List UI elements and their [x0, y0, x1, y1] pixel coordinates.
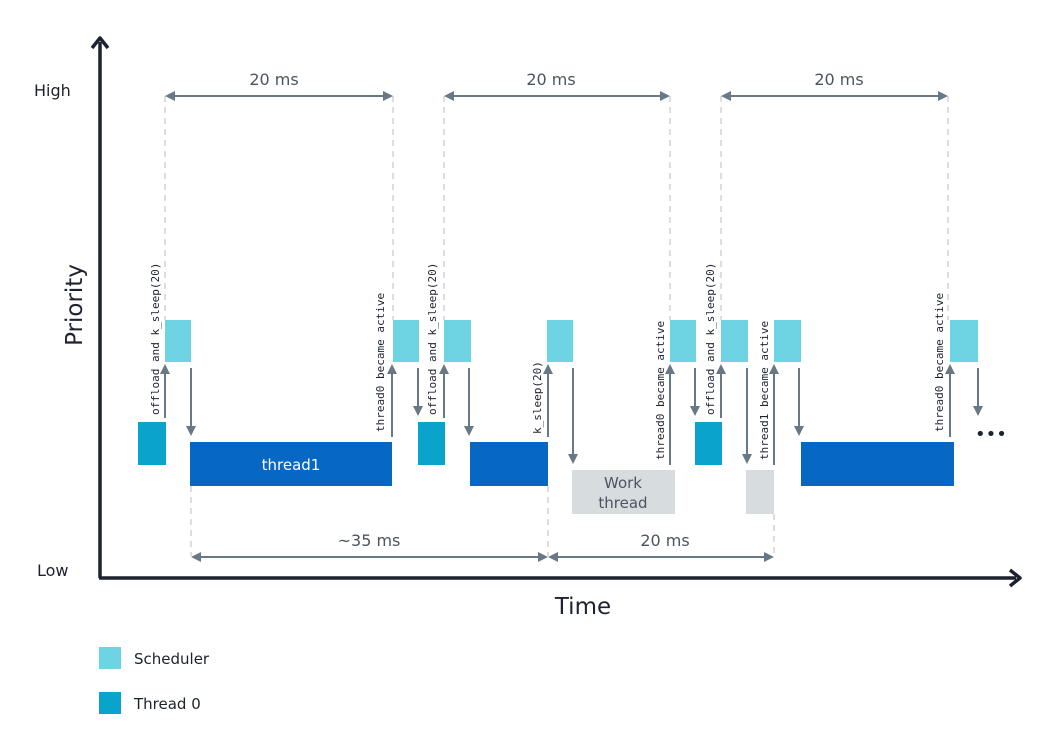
scheduler-blocks [165, 320, 978, 362]
x-axis-arrowhead [1008, 568, 1022, 588]
work-thread-label-line1: Work [604, 474, 642, 492]
thread1-label: thread1 [262, 456, 321, 474]
annotation-ksleep: k_sleep(20) [531, 361, 544, 434]
work-thread-block [746, 470, 774, 514]
thread0-blocks [138, 422, 722, 465]
legend-label-scheduler: Scheduler [134, 650, 210, 668]
scheduler-block [950, 320, 978, 362]
thread1-blocks [190, 442, 954, 486]
thread0-block [695, 422, 722, 465]
thread1-block [470, 442, 548, 486]
duration-label: ~35 ms [338, 531, 401, 550]
scheduler-block [774, 320, 801, 362]
annotation-thread0-active: thread0 became active [374, 293, 387, 432]
scheduler-block [721, 320, 748, 362]
legend-swatch-scheduler [99, 647, 121, 669]
high-label: High [34, 81, 71, 100]
work-thread-block [572, 470, 675, 514]
annotation-thread0-active: thread0 became active [654, 321, 667, 460]
annotations: offload and k_sleep(20) thread0 became a… [149, 263, 946, 460]
duration-label: 20 ms [640, 531, 689, 550]
scheduler-block [165, 320, 191, 362]
transition-arrows [160, 364, 983, 465]
duration-label: 20 ms [526, 70, 575, 89]
axes: Priority Time High Low [34, 36, 1022, 620]
thread1-block [801, 442, 954, 486]
legend-swatch-thread0 [99, 692, 121, 714]
thread1-block [190, 442, 392, 486]
scheduler-block [444, 320, 471, 362]
y-axis-label: Priority [62, 264, 88, 346]
annotation-offload-ksleep: offload and k_sleep(20) [426, 263, 439, 415]
annotation-offload-ksleep: offload and k_sleep(20) [704, 263, 717, 415]
scheduler-block [670, 320, 696, 362]
x-axis-label: Time [554, 594, 611, 620]
annotation-thread0-active: thread0 became active [933, 293, 946, 432]
thread0-block [138, 422, 166, 465]
continuation-ellipsis: ••• [975, 424, 1007, 445]
thread0-block [418, 422, 445, 465]
scheduler-block [547, 320, 573, 362]
y-axis-arrowhead [90, 36, 110, 50]
work-thread-blocks [572, 470, 774, 514]
legend: Scheduler Thread 0 [99, 647, 210, 714]
low-label: Low [37, 561, 69, 580]
guide-lines [164, 96, 949, 556]
annotation-thread1-active: thread1 became active [758, 321, 771, 460]
legend-label-thread0: Thread 0 [133, 695, 201, 713]
annotation-offload-ksleep: offload and k_sleep(20) [149, 263, 162, 415]
duration-label: 20 ms [249, 70, 298, 89]
duration-label: 20 ms [814, 70, 863, 89]
work-thread-label-line2: thread [598, 494, 647, 512]
scheduler-block [393, 320, 419, 362]
